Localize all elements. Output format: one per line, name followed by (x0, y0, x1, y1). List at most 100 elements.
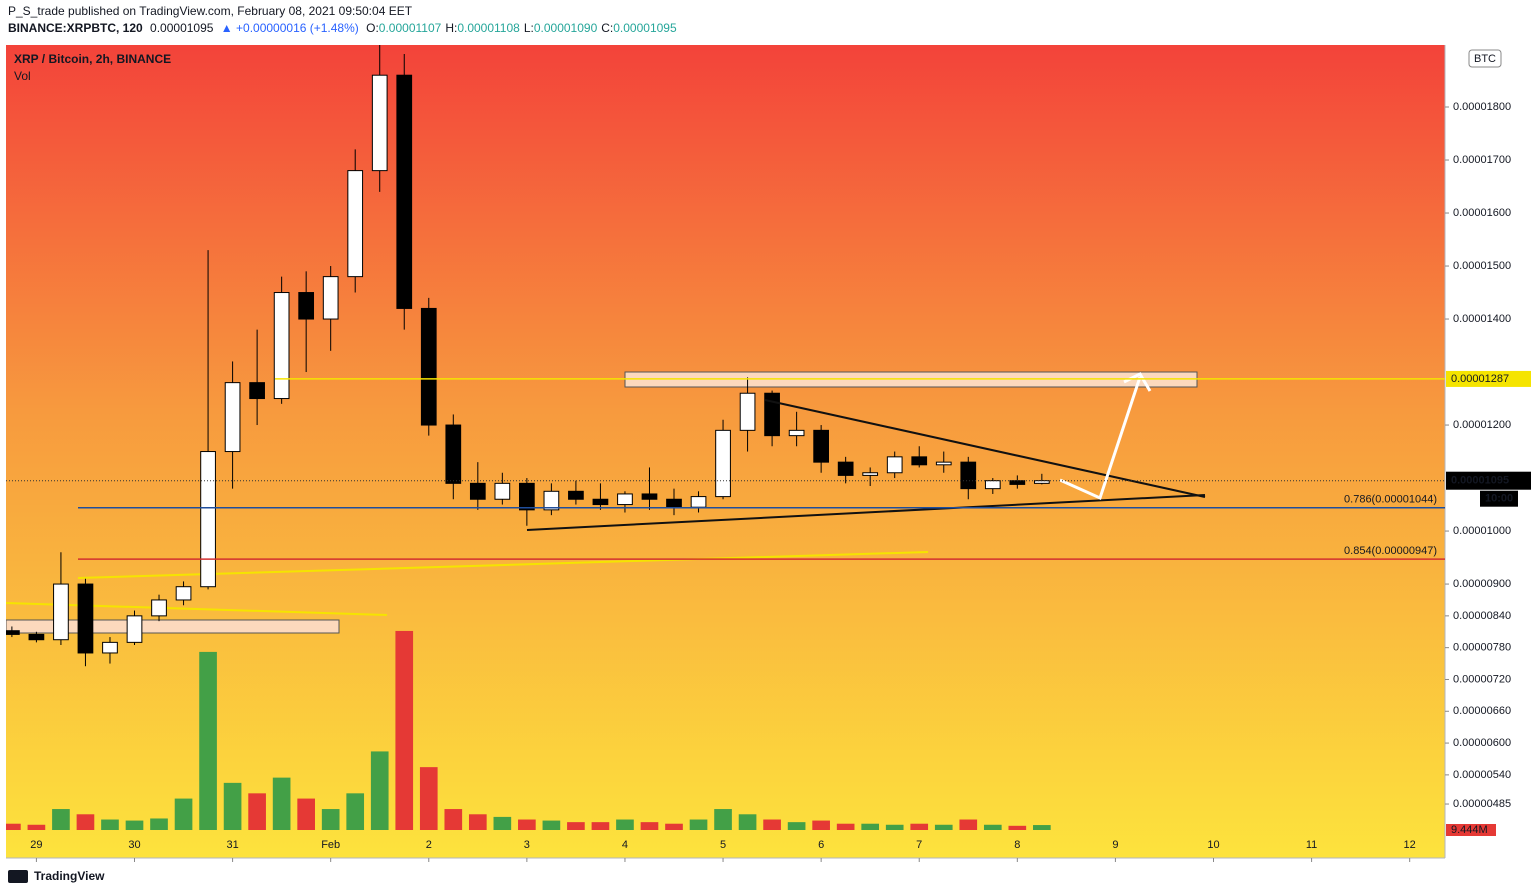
x-tick-label: 5 (720, 839, 726, 851)
y-tick-label: 0.00001500 (1453, 260, 1511, 272)
candle-body (420, 307, 437, 426)
candle-body (322, 276, 339, 320)
candle-body (371, 74, 388, 172)
candle-body (469, 482, 486, 500)
volume-bar (468, 814, 487, 830)
volume-bar (934, 824, 953, 830)
candle-body (592, 498, 609, 506)
volume-bar (101, 819, 119, 830)
volume-bar (297, 798, 315, 830)
candle-body (445, 424, 462, 484)
volume-bar (1008, 825, 1027, 830)
drawings (6, 372, 1445, 560)
ohlc-value: 0.00001095 (613, 21, 677, 35)
candle-body (102, 641, 118, 654)
ohlc-value: 0.00001107 (379, 21, 442, 35)
volume-bar (76, 814, 95, 830)
candle-body (6, 630, 20, 635)
x-tick-label: 31 (226, 839, 238, 851)
symbol-header: BINANCE:XRPBTC, 120 0.00001095 ▲ +0.0000… (8, 21, 677, 35)
x-tick-label: 29 (30, 839, 42, 851)
candle-body (396, 74, 413, 309)
x-tick-label: 4 (622, 839, 628, 851)
candle-body (298, 292, 315, 320)
last-price-badge (1446, 471, 1531, 490)
trend-line (6, 602, 388, 616)
candle-body (764, 392, 780, 437)
y-tick-label: 0.00001600 (1453, 207, 1511, 219)
y-tick-label: 0.00001000 (1453, 525, 1511, 537)
volume-bar (885, 824, 904, 830)
volume-bar (763, 819, 781, 830)
candle-body (837, 461, 854, 476)
candle-body (911, 456, 928, 466)
volume-bar (665, 823, 683, 830)
volume-label: 9.444M (1451, 824, 1488, 836)
volume-bar (150, 818, 168, 830)
ohlc-value: 0.00001090 (534, 21, 598, 35)
volume-bar (1033, 825, 1051, 830)
projection-arrow (1059, 376, 1142, 501)
candle-body (200, 451, 216, 588)
candle-body (690, 496, 707, 508)
footer: TradingView (34, 869, 105, 883)
candle-body (960, 461, 977, 490)
candle-body (519, 482, 535, 511)
currency: BTC (1474, 53, 1496, 65)
candle-body (347, 170, 364, 278)
candle-body (886, 456, 903, 474)
x-tick-label: 3 (524, 839, 530, 851)
volume-bar (738, 814, 757, 830)
candle-body (739, 392, 756, 431)
volume-bar (419, 767, 438, 830)
candle-body (543, 490, 560, 511)
x-tick-label: 10 (1207, 839, 1219, 851)
x-tick-label: 6 (818, 839, 824, 851)
volume-bar (542, 820, 561, 830)
published: P_S_trade published on TradingView.com, … (8, 4, 413, 18)
countdown: 10:00 (1485, 493, 1513, 505)
y-tick-label: 0.00000720 (1453, 673, 1511, 685)
volume-bar (272, 777, 291, 830)
ohlc-key: L: (524, 21, 534, 35)
y-tick-label: 0.00000540 (1453, 769, 1511, 781)
volume-bar (591, 822, 610, 830)
volume-bar (174, 798, 193, 830)
candle-body (984, 480, 1001, 490)
x-tick-label: 7 (916, 839, 922, 851)
candle-body (249, 382, 265, 400)
volume-bar (248, 793, 266, 830)
candle-body (813, 429, 829, 463)
triangle-lower (526, 494, 1206, 531)
volume-bar (518, 819, 536, 830)
volume-bar (616, 819, 634, 830)
volume-bar (689, 819, 708, 830)
candle-body (151, 599, 167, 617)
header-price: 0.00001095 (150, 21, 214, 35)
volume-bar (836, 823, 855, 830)
volume-bar (346, 793, 365, 830)
candle-body (666, 498, 682, 508)
candle-body (935, 461, 952, 466)
candle-body (126, 615, 143, 643)
candle-body (715, 429, 731, 498)
y-tick-label: 0.00001800 (1453, 101, 1511, 113)
volume-bar (812, 820, 830, 830)
y-tick-label: 0.00000840 (1453, 610, 1511, 622)
ohlc-key: O: (366, 21, 379, 35)
candle-body (77, 583, 94, 654)
candle-body (28, 633, 45, 641)
countdown-badge (1480, 490, 1518, 507)
level-label: 0.786(0.00001044) (1344, 494, 1437, 506)
candle-body (1009, 480, 1026, 485)
volume-bar (444, 809, 463, 830)
y-tick-label: 0.00001400 (1453, 313, 1511, 325)
volume-bar (714, 809, 732, 830)
y-tick-label: 0.00000660 (1453, 705, 1511, 717)
volume-bar (321, 809, 340, 830)
x-tick-label: Feb (321, 839, 340, 851)
level-label: 0.854(0.00000947) (1344, 545, 1437, 557)
volume-bar (910, 823, 929, 830)
ohlc-key: H: (445, 21, 457, 35)
